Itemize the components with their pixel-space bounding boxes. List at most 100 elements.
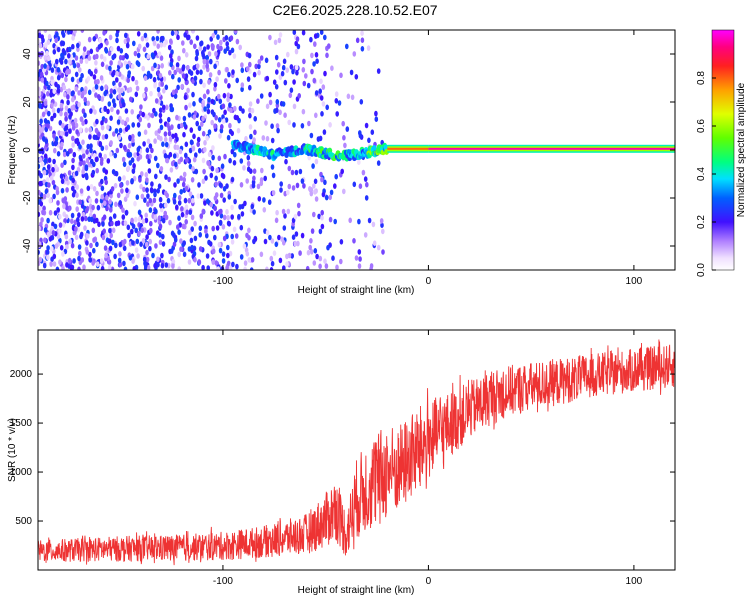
heatmap-speckle	[114, 201, 118, 208]
heatmap-speckle	[108, 245, 113, 252]
heatmap-speckle	[72, 151, 77, 158]
heatmap-speckle	[247, 52, 252, 59]
heatmap-speckle	[153, 155, 158, 162]
heatmap-speckle	[311, 163, 315, 169]
heatmap-speckle	[225, 45, 230, 52]
heatmap-speckle	[309, 249, 314, 255]
heatmap-speckle	[46, 217, 50, 224]
heatmap-speckle	[109, 88, 114, 94]
heatmap-speckle	[80, 30, 85, 33]
heatmap-speckle	[109, 193, 113, 199]
heatmap-speckle	[43, 54, 48, 61]
heatmap-speckle	[142, 92, 146, 99]
heatmap-speckle	[213, 30, 218, 35]
heatmap-speckle	[43, 157, 48, 164]
heatmap-speckle	[170, 30, 175, 36]
heatmap-speckle	[51, 179, 56, 186]
heatmap-speckle	[313, 33, 318, 39]
heatmap-speckle	[85, 240, 89, 246]
heatmap-speckle	[275, 99, 280, 105]
heatmap-speckle	[121, 156, 126, 163]
heatmap-speckle	[254, 63, 258, 70]
heatmap-speckle	[190, 197, 195, 204]
heatmap-speckle	[335, 111, 340, 117]
heatmap-speckle	[214, 51, 218, 57]
heatmap-speckle	[182, 131, 186, 138]
heatmap-speckle	[183, 94, 188, 101]
heatmap-speckle	[53, 147, 57, 154]
heatmap-speckle	[176, 84, 180, 91]
heatmap-speckle	[62, 84, 66, 91]
heatmap-speckle	[217, 155, 222, 162]
heatmap-speckle	[357, 263, 362, 269]
heatmap-speckle	[60, 187, 65, 194]
heatmap-speckle	[54, 81, 58, 88]
heatmap-speckle	[58, 120, 63, 126]
heatmap-speckle	[131, 240, 135, 246]
heatmap-speckle	[227, 194, 232, 200]
heatmap-speckle	[346, 93, 351, 100]
heatmap-speckle	[292, 30, 297, 35]
heatmap-speckle	[224, 117, 229, 123]
heatmap-signal-blob	[371, 145, 377, 151]
heatmap-speckle	[124, 108, 129, 114]
heatmap-speckle	[136, 146, 141, 153]
heatmap-speckle	[187, 246, 192, 252]
colorbar-tick-label: 0.4	[696, 167, 707, 181]
heatmap-speckle	[158, 232, 162, 238]
heatmap-speckle	[104, 48, 109, 54]
heatmap-speckle	[125, 187, 129, 194]
heatmap-speckle	[190, 244, 194, 251]
heatmap-speckle	[88, 134, 92, 140]
heatmap-speckle	[352, 238, 356, 244]
heatmap-speckle	[216, 43, 220, 50]
heatmap-speckle	[109, 115, 113, 121]
heatmap-speckle	[86, 50, 91, 56]
heatmap-speckle	[67, 68, 72, 75]
colorbar-tick-label: 0.8	[696, 71, 707, 85]
heatmap-speckle	[110, 186, 115, 192]
heatmap-speckle	[83, 96, 87, 103]
heatmap-speckle	[271, 190, 276, 196]
heatmap-speckle	[141, 218, 146, 225]
heatmap-speckle	[118, 81, 122, 88]
heatmap-speckle	[225, 209, 229, 215]
heatmap-speckle	[77, 244, 82, 250]
heatmap-speckle	[158, 112, 163, 119]
heatmap-speckle	[217, 69, 221, 76]
heatmap-speckle	[148, 143, 153, 149]
heatmap-speckle	[320, 223, 325, 230]
heatmap-speckle	[161, 141, 165, 147]
heatmap-speckle	[174, 161, 178, 168]
heatmap-speckle	[132, 40, 136, 47]
heatmap-speckle	[226, 92, 231, 98]
heatmap-speckle	[81, 139, 85, 145]
heatmap-speckle	[370, 129, 375, 135]
heatmap-speckle	[181, 64, 186, 70]
heatmap-speckle	[74, 71, 79, 78]
heatmap-speckle	[184, 152, 188, 159]
heatmap-speckle	[182, 176, 186, 183]
heatmap-speckle	[127, 70, 131, 76]
heatmap-speckle	[262, 207, 267, 213]
heatmap-speckle	[282, 58, 287, 65]
heatmap-speckle	[304, 73, 308, 79]
heatmap-speckle	[296, 240, 300, 247]
heatmap-speckle	[86, 100, 90, 107]
heatmap-y-tick-label: 20	[22, 96, 33, 108]
heatmap-speckle	[183, 32, 187, 38]
heatmap-speckle	[47, 34, 52, 40]
heatmap-speckle	[139, 183, 143, 190]
heatmap-speckle	[38, 157, 43, 163]
heatmap-speckle	[111, 98, 116, 104]
heatmap-speckle	[193, 257, 197, 263]
heatmap-speckle	[92, 36, 97, 42]
heatmap-speckle	[62, 203, 66, 210]
heatmap-speckle	[198, 225, 203, 232]
heatmap-speckle	[58, 228, 62, 234]
heatmap-speckle	[145, 187, 149, 193]
heatmap-speckle	[250, 203, 255, 210]
heatmap-speckle	[257, 63, 261, 70]
heatmap-speckle	[216, 34, 220, 40]
heatmap-speckle	[145, 147, 150, 153]
